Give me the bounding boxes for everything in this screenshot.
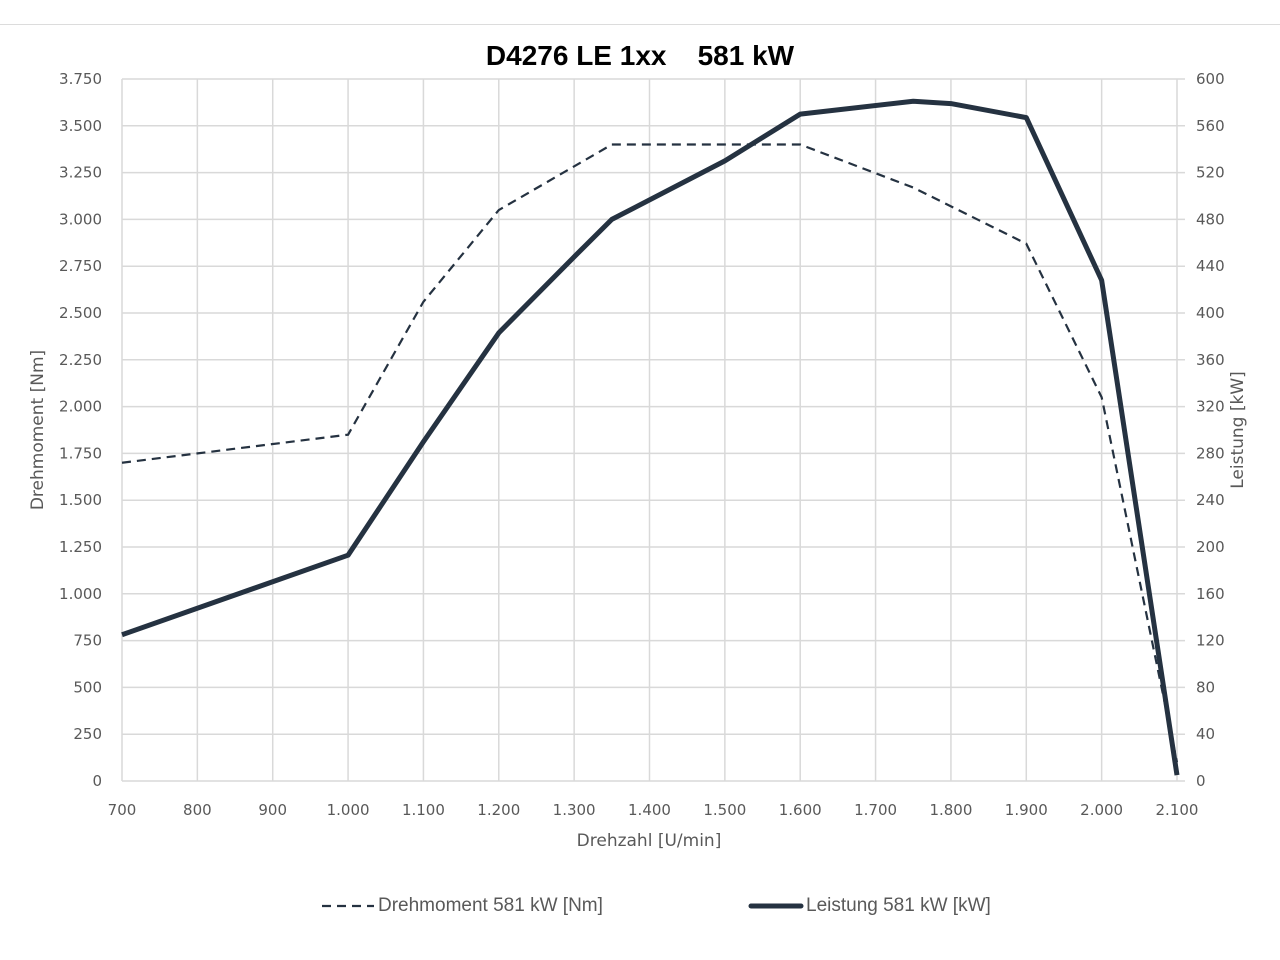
top-divider xyxy=(0,24,1280,25)
y-tick-label-right: 280 xyxy=(1196,444,1225,462)
y-tick-label-right: 120 xyxy=(1196,632,1225,650)
x-tick-label: 900 xyxy=(258,801,287,819)
y-tick-label-right: 400 xyxy=(1196,304,1225,322)
gridlines xyxy=(121,78,1185,782)
legend-item-power: Leistung 581 kW [kW] xyxy=(748,895,991,917)
y-tick-label-right: 360 xyxy=(1196,351,1225,369)
y-tick-label-right: 200 xyxy=(1196,538,1225,556)
chart-plot-area: 700 800 900 1.000 1.100 1.200 1.300 1.400 1.500 1… xyxy=(28,70,1248,851)
x-tick-label: 2.100 xyxy=(1156,801,1199,819)
legend-item-torque: Drehmoment 581 kW [Nm] xyxy=(320,895,603,917)
y-tick-label-right: 560 xyxy=(1196,117,1225,135)
y-tick-label-left: 750 xyxy=(73,632,102,650)
y-tick-label-right: 440 xyxy=(1196,257,1225,275)
x-axis-label: Drehzahl [U/min] xyxy=(577,831,722,851)
y-tick-label-left: 1.500 xyxy=(59,491,102,509)
y-tick-label-left: 1.250 xyxy=(59,538,102,556)
y-tick-label-left: 2.000 xyxy=(59,398,102,416)
y-tick-label-left: 3.750 xyxy=(59,70,102,88)
x-tick-label: 1.800 xyxy=(929,801,972,819)
y-tick-label-left: 3.250 xyxy=(59,164,102,182)
y-tick-label-left: 2.750 xyxy=(59,257,102,275)
x-tick-label: 1.700 xyxy=(854,801,897,819)
x-tick-label: 1.200 xyxy=(477,801,520,819)
y-axis-ticks-right: 0 40 80 120 160 200 240 280 320 360 400 440 480 520 56… xyxy=(1196,70,1225,790)
y-tick-label-right: 80 xyxy=(1196,678,1215,696)
y-tick-label-right: 40 xyxy=(1196,725,1215,743)
y-tick-label-right: 320 xyxy=(1196,398,1225,416)
chart-title: D4276 LE 1xx 581 kW xyxy=(485,40,795,71)
y-tick-label-left: 0 xyxy=(92,772,102,790)
y-tick-label-right: 160 xyxy=(1196,585,1225,603)
x-tick-label: 700 xyxy=(108,801,137,819)
x-tick-label: 1.400 xyxy=(628,801,671,819)
y-tick-label-left: 500 xyxy=(73,678,102,696)
legend-label-power: Leistung 581 kW [kW] xyxy=(806,895,991,916)
x-tick-label: 1.300 xyxy=(553,801,596,819)
x-tick-label: 1.100 xyxy=(402,801,445,819)
legend: Drehmoment 581 kW [Nm] Leistung 581 kW [… xyxy=(0,895,1280,925)
y-tick-label-right: 520 xyxy=(1196,164,1225,182)
x-tick-label: 1.000 xyxy=(327,801,370,819)
x-tick-label: 1.600 xyxy=(779,801,822,819)
y-axis-label-right: Leistung [kW] xyxy=(1228,371,1248,489)
x-tick-label: 1.900 xyxy=(1005,801,1048,819)
y-axis-ticks-left: 0 250 500 750 1.000 1.250 1.500 1.750 2.000 2.250… xyxy=(59,70,102,790)
y-tick-label-left: 3.500 xyxy=(59,117,102,135)
dashed-line-icon xyxy=(322,904,374,908)
solid-line-icon xyxy=(748,903,804,909)
y-tick-label-left: 1.000 xyxy=(59,585,102,603)
x-tick-label: 800 xyxy=(183,801,212,819)
y-axis-label-left: Drehmoment [Nm] xyxy=(28,350,48,510)
y-tick-label-left: 2.250 xyxy=(59,351,102,369)
x-tick-label: 2.000 xyxy=(1080,801,1123,819)
y-tick-label-right: 240 xyxy=(1196,491,1225,509)
y-tick-label-right: 600 xyxy=(1196,70,1225,88)
y-tick-label-left: 1.750 xyxy=(59,444,102,462)
power-series-line xyxy=(121,98,1180,776)
y-tick-label-left: 3.000 xyxy=(59,210,102,228)
x-tick-label: 1.500 xyxy=(703,801,746,819)
torque-series-line xyxy=(121,143,1179,763)
y-tick-label-left: 2.500 xyxy=(59,304,102,322)
y-tick-label-right: 480 xyxy=(1196,210,1225,228)
y-tick-label-right: 0 xyxy=(1196,772,1206,790)
legend-label-torque: Drehmoment 581 kW [Nm] xyxy=(378,895,603,916)
y-tick-label-left: 250 xyxy=(73,725,102,743)
x-axis-ticks: 700 800 900 1.000 1.100 1.200 1.300 1.400 1.500 1… xyxy=(108,801,1199,819)
